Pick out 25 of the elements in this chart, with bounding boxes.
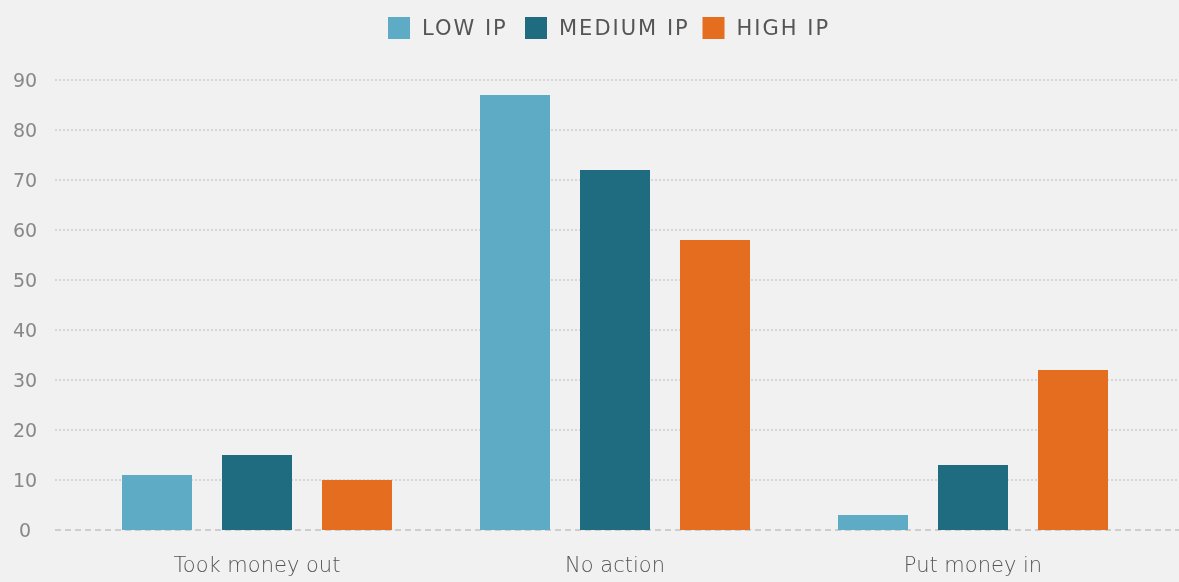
bar — [580, 170, 650, 530]
y-tick-label: 30 — [12, 368, 38, 391]
bar — [122, 475, 192, 530]
bar — [1038, 370, 1108, 530]
y-tick-label: 70 — [12, 168, 38, 191]
y-tick-label: 50 — [12, 268, 38, 291]
bar — [222, 455, 292, 530]
bar — [480, 95, 550, 530]
x-tick-label: Took money out — [173, 553, 341, 577]
y-tick-label: 80 — [12, 118, 38, 141]
y-tick-label: 90 — [12, 68, 38, 91]
legend-label: LOW IP — [422, 16, 508, 41]
legend-label: HIGH IP — [736, 16, 831, 41]
bar — [938, 465, 1008, 530]
y-tick-label: 60 — [12, 218, 38, 241]
x-tick-label: No action — [565, 553, 665, 577]
y-tick-label: 10 — [12, 468, 38, 491]
y-tick-label: 0 — [18, 518, 32, 541]
y-tick-label: 20 — [12, 418, 38, 441]
legend-label: MEDIUM IP — [559, 16, 690, 41]
bar — [322, 480, 392, 530]
y-tick-label: 40 — [12, 318, 38, 341]
x-tick-label: Put money in — [903, 553, 1043, 577]
bar — [838, 515, 908, 530]
bar — [680, 240, 750, 530]
